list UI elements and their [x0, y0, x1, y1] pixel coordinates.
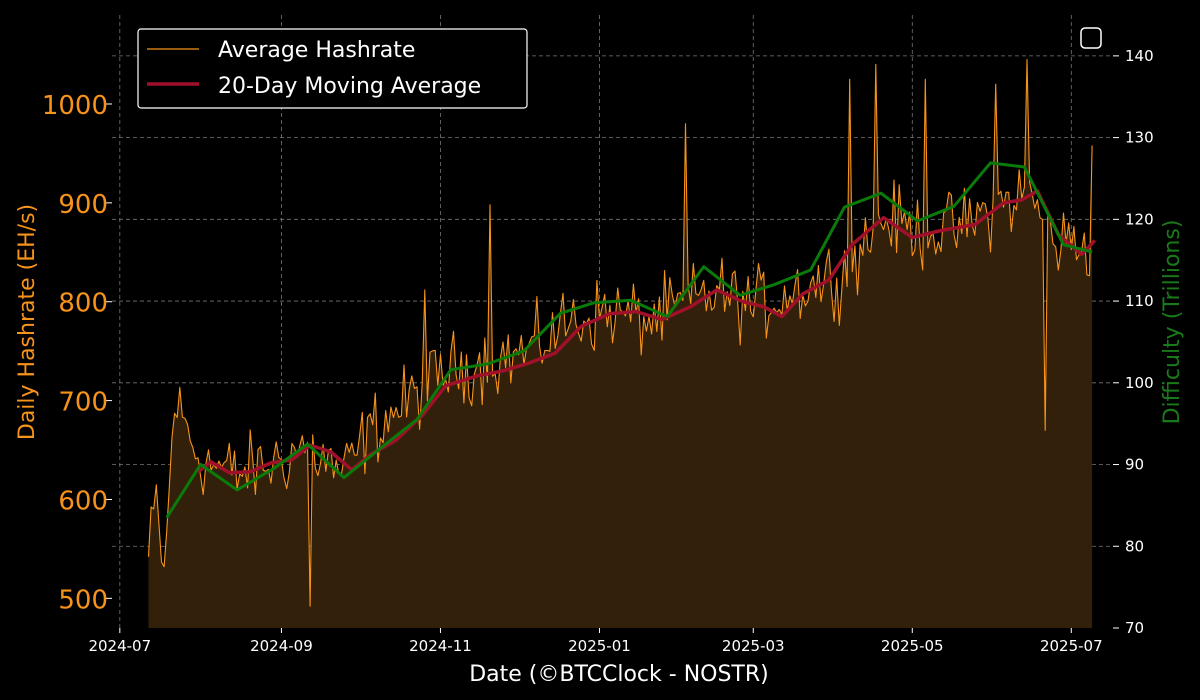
legend-box	[137, 28, 528, 109]
y-tick-label: 800	[58, 289, 108, 319]
y2-tick-label: 100	[1125, 374, 1154, 392]
y-tick-label: 900	[58, 190, 108, 220]
x-tick-label: 2024-11	[409, 637, 472, 655]
y-tick-label: 500	[58, 585, 108, 615]
difficulty-series	[165, 161, 1093, 519]
y2-tick-label: 140	[1125, 47, 1154, 65]
moving-average-series	[196, 189, 1097, 475]
legend: Average Hashrate 20-Day Moving Average	[137, 28, 528, 109]
y2-tick-label: 130	[1125, 129, 1154, 147]
x-tick-label: 2025-01	[568, 637, 631, 655]
y-tick-label: 1000	[42, 91, 108, 121]
y-tick-label: 600	[58, 486, 108, 516]
y2-tick-label: 120	[1125, 210, 1154, 228]
y-axis-label: Daily Hashrate (EH/s)	[15, 204, 40, 440]
hashrate-fill-area	[148, 59, 1093, 628]
x-axis-label: Date (©BTCClock - NOSTR)	[469, 662, 769, 687]
x-tick-label: 2025-05	[881, 637, 944, 655]
x-tick-label: 2024-09	[250, 637, 313, 655]
y2-tick-label: 80	[1125, 537, 1144, 555]
legend-label-moving-average: 20-Day Moving Average	[218, 74, 481, 99]
moving-average-line	[196, 189, 1097, 475]
y2-tick-label: 110	[1125, 292, 1154, 310]
hashrate-fill	[148, 59, 1093, 628]
y-tick-label: 700	[58, 388, 108, 418]
axis-ticks: 2024-07 2024-09 2024-11 2025-01 2025-03 2025-…	[42, 47, 1154, 655]
checkbox-icon[interactable]	[1080, 27, 1102, 49]
y2-tick-label: 90	[1125, 456, 1144, 474]
y2-axis-label: Difficulty (Trillions)	[1160, 220, 1185, 425]
x-tick-label: 2024-07	[88, 637, 151, 655]
difficulty-line	[165, 161, 1093, 519]
x-tick-label: 2025-03	[722, 637, 785, 655]
x-tick-label: 2025-07	[1040, 637, 1103, 655]
y2-tick-label: 70	[1125, 619, 1144, 637]
legend-label-hashrate: Average Hashrate	[218, 38, 415, 63]
